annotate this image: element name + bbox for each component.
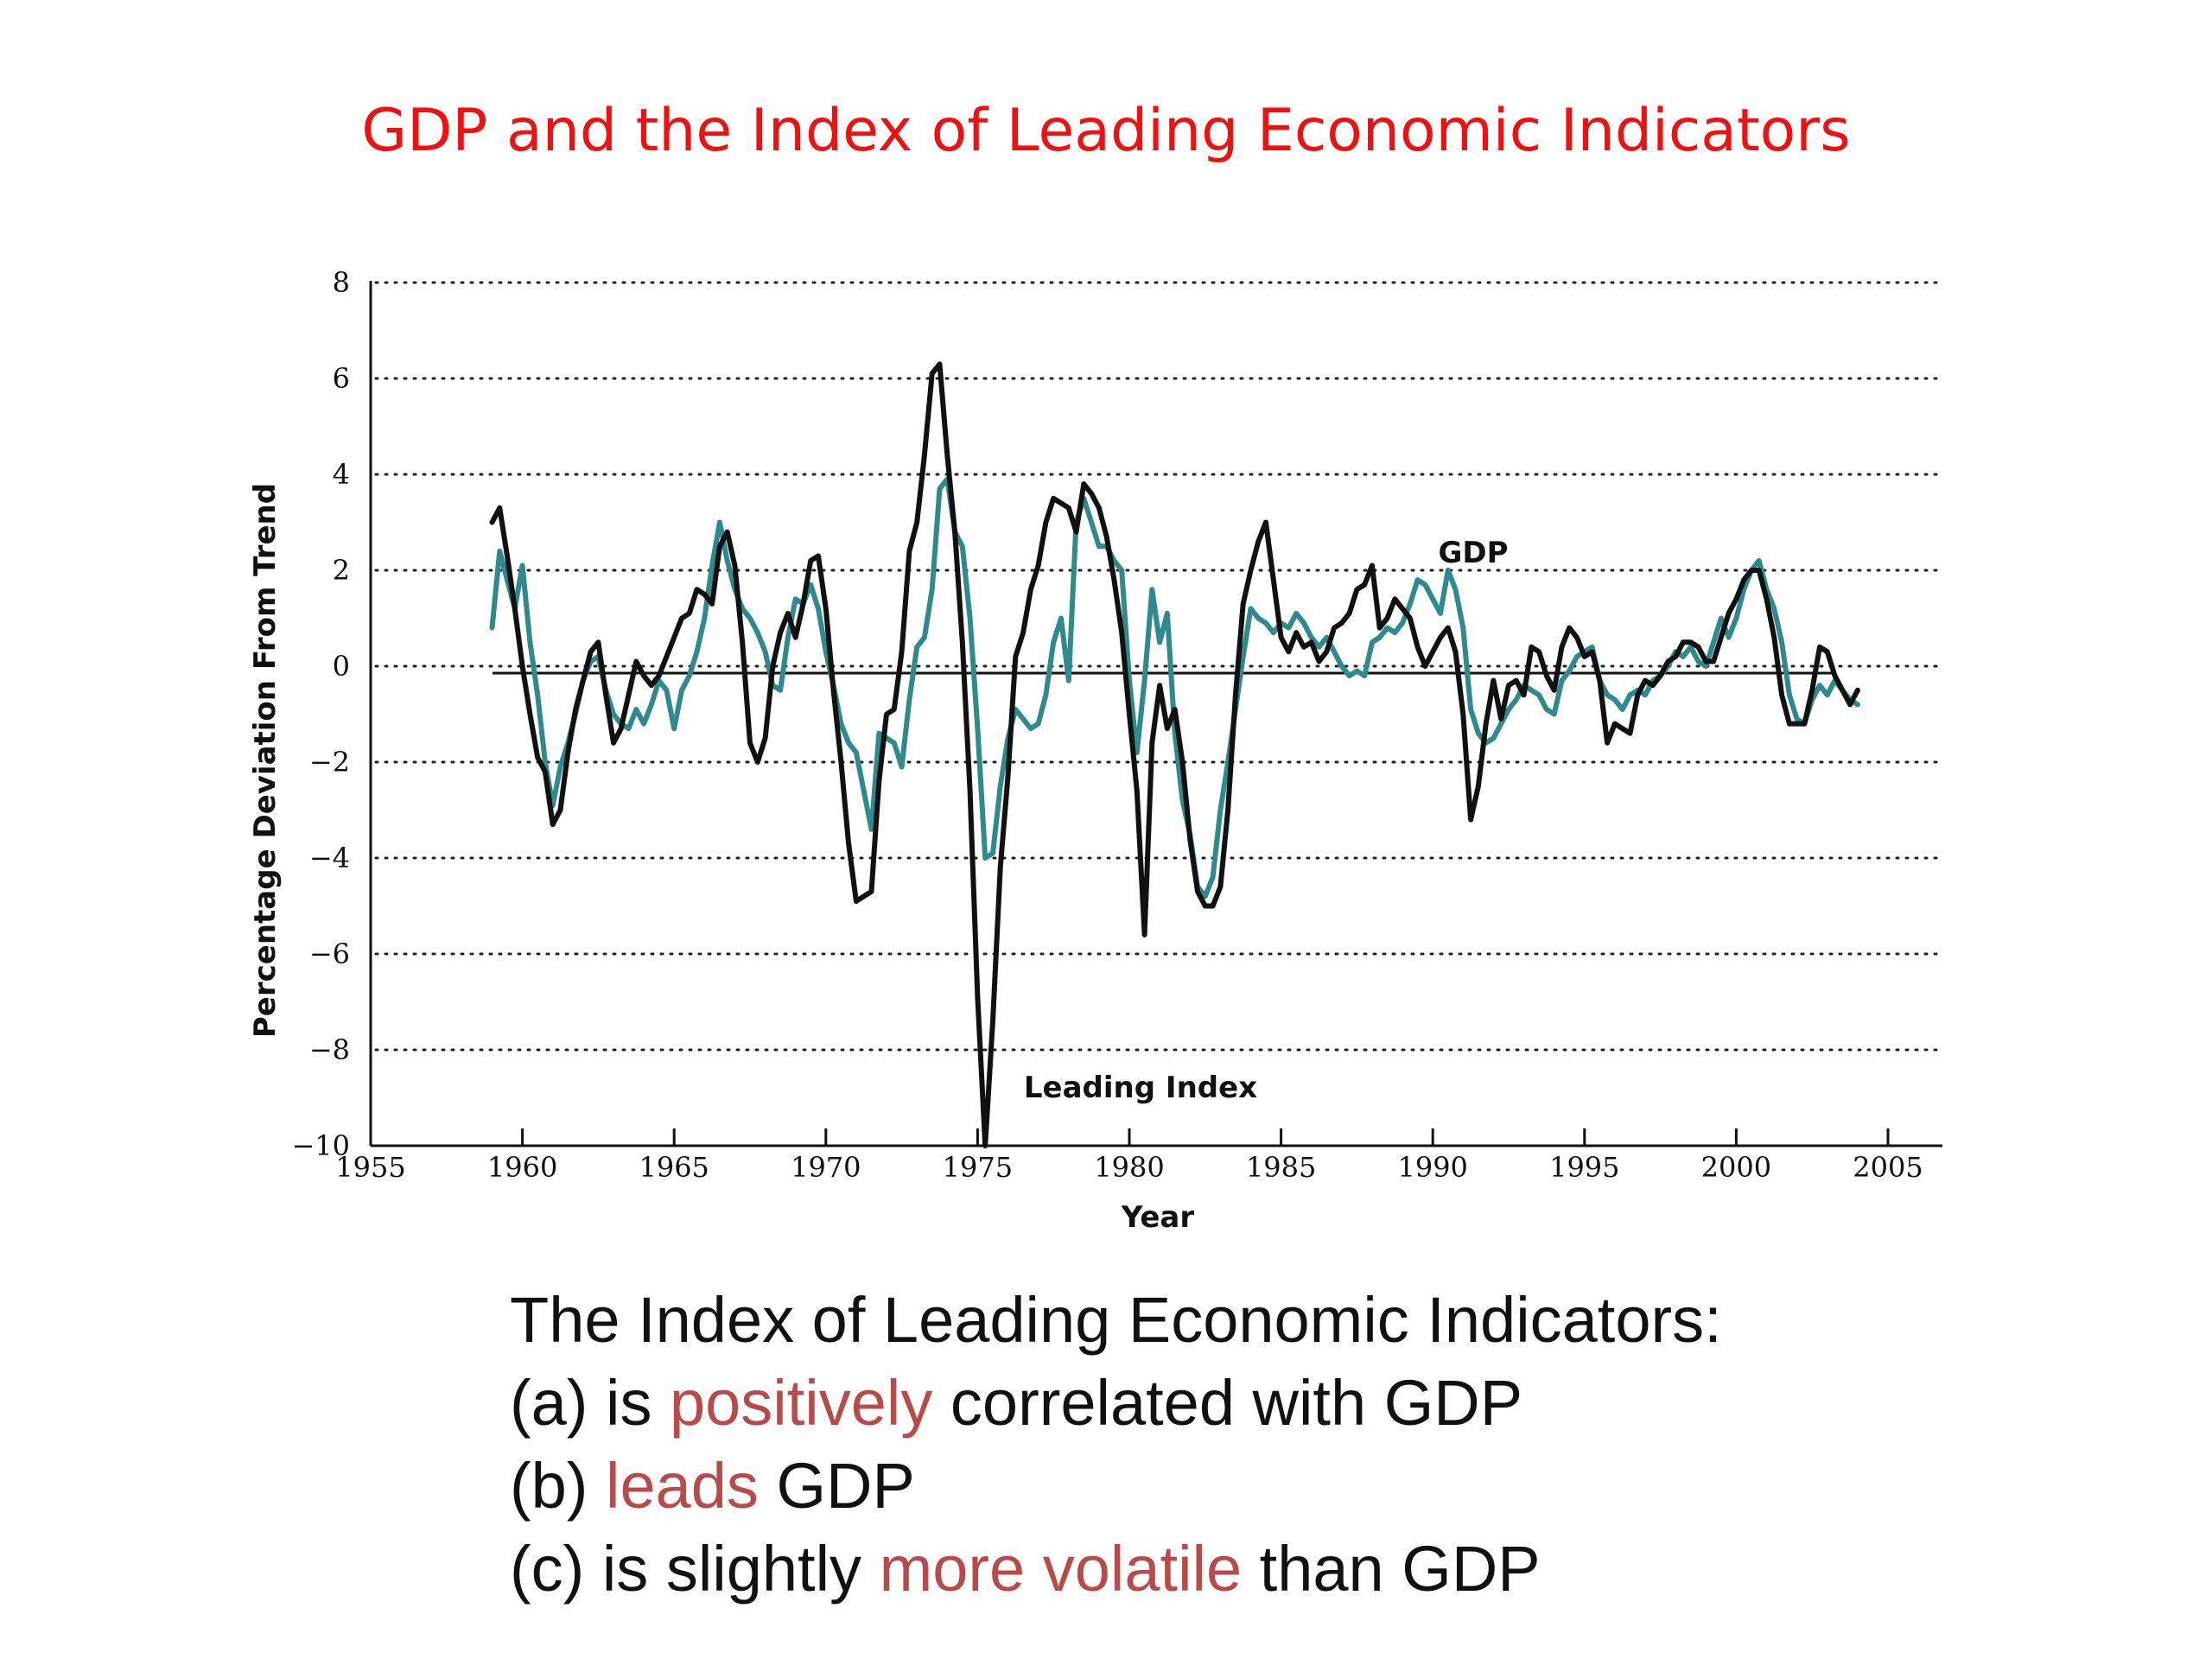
x-tick-labels: 1955 1960 1965 1970 1975 1980 1985 1990 1995 2000… bbox=[335, 1128, 1923, 1184]
item-a-text-end: correlated with GDP bbox=[932, 1367, 1523, 1439]
y-tick-label: −6 bbox=[309, 938, 350, 970]
takeaway-item-b: (b) leads GDP bbox=[510, 1445, 1722, 1528]
y-tick-label: 2 bbox=[333, 554, 350, 587]
takeaway-item-c: (c) is slightly more volatile than GDP bbox=[510, 1528, 1722, 1611]
y-tick-label: −2 bbox=[309, 746, 350, 779]
item-b-highlight: leads bbox=[606, 1450, 759, 1522]
x-tick-label: 1955 bbox=[335, 1151, 405, 1184]
x-tick-label: 2000 bbox=[1701, 1151, 1771, 1184]
x-tick-label: 1960 bbox=[487, 1151, 557, 1184]
takeaway-heading: The Index of Leading Economic Indicators… bbox=[510, 1284, 1722, 1356]
x-tick-label: 1975 bbox=[943, 1151, 1013, 1184]
axes bbox=[369, 281, 1942, 1147]
y-tick-label: −8 bbox=[309, 1033, 350, 1066]
chart: 8 6 4 2 0 −2 −4 −6 −8 −10 1955 1960 1965 1970 1975 198… bbox=[248, 266, 1944, 1235]
takeaway-text: The Index of Leading Economic Indicators… bbox=[510, 1279, 1722, 1611]
item-c-highlight: more volatile bbox=[879, 1533, 1243, 1605]
x-tick-label: 1980 bbox=[1094, 1151, 1164, 1184]
y-tick-label: 4 bbox=[333, 458, 350, 491]
y-axis-label: Percentage Deviation From Trend bbox=[248, 483, 283, 1038]
x-axis-label: Year bbox=[1121, 1200, 1195, 1235]
series-line-leading-index bbox=[489, 361, 1860, 1148]
x-tick-label: 1985 bbox=[1246, 1151, 1316, 1184]
y-tick-labels: 8 6 4 2 0 −2 −4 −6 −8 −10 bbox=[291, 266, 350, 1162]
takeaway-item-a: (a) is positively correlated with GDP bbox=[510, 1362, 1722, 1445]
annotation-gdp: GDP bbox=[1438, 536, 1508, 570]
series-lines bbox=[489, 361, 1860, 1148]
item-a-highlight: positively bbox=[670, 1367, 933, 1439]
slide-title: GDP and the Index of Leading Economic In… bbox=[361, 97, 1851, 165]
x-tick-label: 1995 bbox=[1549, 1151, 1619, 1184]
x-tick-label: 1965 bbox=[639, 1151, 709, 1184]
y-tick-label: −4 bbox=[309, 842, 350, 874]
item-b-text: (b) bbox=[510, 1450, 606, 1522]
item-c-text: (c) is slightly bbox=[510, 1533, 880, 1605]
item-a-text: (a) is bbox=[510, 1367, 670, 1439]
x-tick-label: 1970 bbox=[791, 1151, 861, 1184]
annotation-leading-index: Leading Index bbox=[1024, 1071, 1257, 1105]
y-tick-label: 8 bbox=[333, 266, 350, 299]
y-tick-label: 0 bbox=[333, 650, 350, 683]
item-c-text-end: than GDP bbox=[1242, 1533, 1541, 1605]
series-line-gdp bbox=[489, 476, 1860, 899]
y-tick-label: −10 bbox=[291, 1129, 350, 1162]
y-tick-label: 6 bbox=[333, 362, 350, 395]
item-b-text-end: GDP bbox=[758, 1450, 915, 1522]
x-tick-label: 2005 bbox=[1853, 1151, 1923, 1184]
x-tick-label: 1990 bbox=[1397, 1151, 1467, 1184]
